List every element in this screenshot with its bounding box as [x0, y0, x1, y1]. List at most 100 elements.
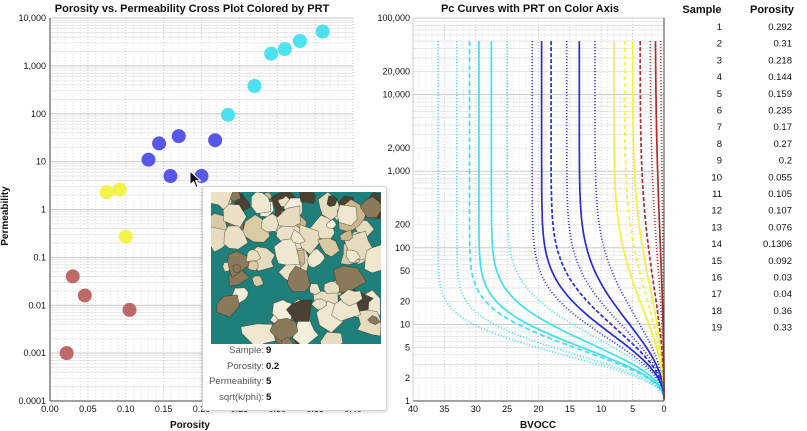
crossplot-data-point: [141, 152, 156, 167]
table-cell-porosity: 0.159: [768, 89, 792, 100]
table-row: 6 0.235: [717, 106, 792, 117]
pc-curve-s1: [478, 41, 665, 400]
pc-y-tick-label: 200: [395, 220, 410, 230]
table-cell-sample: 15: [711, 256, 722, 267]
crossplot-y-tick-label: 1: [41, 205, 46, 215]
crossplot-data-point: [122, 302, 137, 317]
pc-curve-s15: [623, 41, 665, 400]
crossplot-x-tick-label: 0.20: [193, 404, 211, 414]
table-cell-porosity: 0.235: [768, 106, 792, 117]
pc-x-tick-label: 5: [630, 404, 635, 414]
pc-curve-s14: [594, 41, 665, 400]
table-cell-porosity: 0.292: [768, 22, 792, 33]
table-row: 1 0.292: [717, 22, 792, 33]
pc-curves-title: Pc Curves with PRT on Color Axis: [441, 3, 619, 15]
tooltip-row-permeability: Permeability: 5: [203, 376, 386, 390]
crossplot-x-tick-label: 0.05: [79, 404, 97, 414]
pc-y-tick-label: 100,000: [377, 13, 410, 23]
crossplot-y-ticks: 0.0001 0.001 0.01 0.1 1 10 100 1,000 10,000: [18, 13, 46, 406]
crossplot-data-point: [171, 129, 186, 144]
crossplot-y-tick-label: 10,000: [18, 13, 46, 23]
crossplot-x-tick-label: 0.15: [155, 404, 173, 414]
pc-x-tick-label: 35: [439, 404, 449, 414]
pc-curves-frame: [412, 18, 665, 402]
thin-section-grain: [326, 195, 339, 207]
pc-curves-x-ticks: 40 35 30 25 20 15 10 5 0: [408, 404, 667, 414]
pc-curve-s9: [578, 41, 665, 400]
table-cell-porosity: 0.105: [768, 189, 792, 200]
pc-curve-s5: [550, 41, 665, 400]
mouse-cursor-icon: [189, 170, 202, 189]
table-cell-porosity: 0.17: [774, 122, 793, 133]
pc-curve-s2: [468, 41, 665, 400]
crossplot-y-tick-label: 100: [31, 109, 46, 119]
table-cell-sample: 16: [711, 273, 722, 284]
table-cell-sample: 12: [711, 206, 722, 217]
crossplot-data-point: [277, 42, 292, 57]
table-cell-sample: 13: [711, 222, 722, 233]
table-row: 9 0.2: [717, 156, 792, 167]
pc-curve-s7: [540, 41, 665, 400]
crossplot-y-tick-label: 0.1: [33, 252, 46, 262]
pc-y-tick-label: 50: [400, 266, 410, 276]
table-row: 2 0.31: [717, 39, 792, 50]
table-row: 13 0.076: [711, 222, 792, 233]
crossplot-data-point: [247, 78, 262, 93]
crossplot-data-point: [65, 269, 80, 284]
crossplot-data-point: [163, 169, 178, 184]
thin-section-grain: [231, 287, 249, 305]
table-cell-sample: 14: [711, 239, 722, 250]
table-row: 10 0.055: [711, 172, 792, 183]
table-cell-porosity: 0.36: [774, 306, 793, 317]
pc-x-tick-label: 10: [596, 404, 606, 414]
pc-x-tick-label: 25: [502, 404, 512, 414]
pc-curve-s18: [437, 41, 665, 400]
table-row: 18 0.36: [711, 306, 792, 317]
table-cell-porosity: 0.092: [768, 256, 792, 267]
table-cell-porosity: 0.1306: [763, 239, 792, 250]
thin-section-grain: [250, 192, 271, 214]
crossplot-data-point: [112, 182, 127, 197]
table-cell-porosity: 0.03: [774, 273, 793, 284]
tooltip-row-porosity: Porosity: 0.2: [203, 361, 386, 375]
pc-x-tick-label: 40: [408, 404, 418, 414]
crossplot-y-tick-label: 0.001: [23, 348, 46, 358]
thin-section-grain: [364, 244, 381, 274]
crossplot-data-point: [264, 46, 279, 61]
table-cell-sample: 3: [717, 55, 722, 66]
table-row: 7 0.17: [717, 122, 792, 133]
table-cell-porosity: 0.04: [774, 289, 793, 300]
thin-section-grain: [280, 336, 294, 344]
thin-section-grain: [260, 213, 281, 233]
crossplot-data-point: [99, 185, 114, 200]
pc-y-tick-label: 2: [405, 373, 410, 383]
pc-x-tick-label: 15: [565, 404, 575, 414]
table-cell-porosity: 0.27: [774, 139, 793, 150]
thin-section-grain: [306, 248, 326, 269]
thin-section-grain: [309, 283, 321, 296]
pc-y-tick-label: 20,000: [382, 67, 410, 77]
table-cell-sample: 6: [717, 106, 722, 117]
crossplot-data-point: [292, 34, 307, 49]
thin-section-grain: [346, 249, 361, 264]
table-header-sample: Sample: [682, 4, 721, 16]
thin-section-grain: [245, 249, 262, 263]
tooltip-sample-label: Sample:: [229, 345, 264, 356]
tooltip-permeability-value: 5: [266, 376, 272, 387]
table-row: 17 0.04: [711, 289, 792, 300]
thin-section-grain: [251, 275, 264, 288]
table-cell-sample: 9: [717, 156, 722, 167]
table-cell-porosity: 0.31: [774, 39, 793, 50]
table-cell-sample: 19: [711, 323, 722, 334]
tooltip-porosity-label: Porosity:: [227, 361, 264, 372]
tooltip-porosity-value: 0.2: [266, 361, 280, 372]
table-row: 3 0.218: [717, 55, 792, 66]
crossplot-y-tick-label: 1,000: [23, 61, 46, 71]
crossplot-x-tick-label: 0.00: [41, 404, 59, 414]
crossplot-points: [59, 24, 330, 361]
table-row: 15 0.092: [711, 256, 792, 267]
thin-section-grain: [367, 315, 381, 326]
